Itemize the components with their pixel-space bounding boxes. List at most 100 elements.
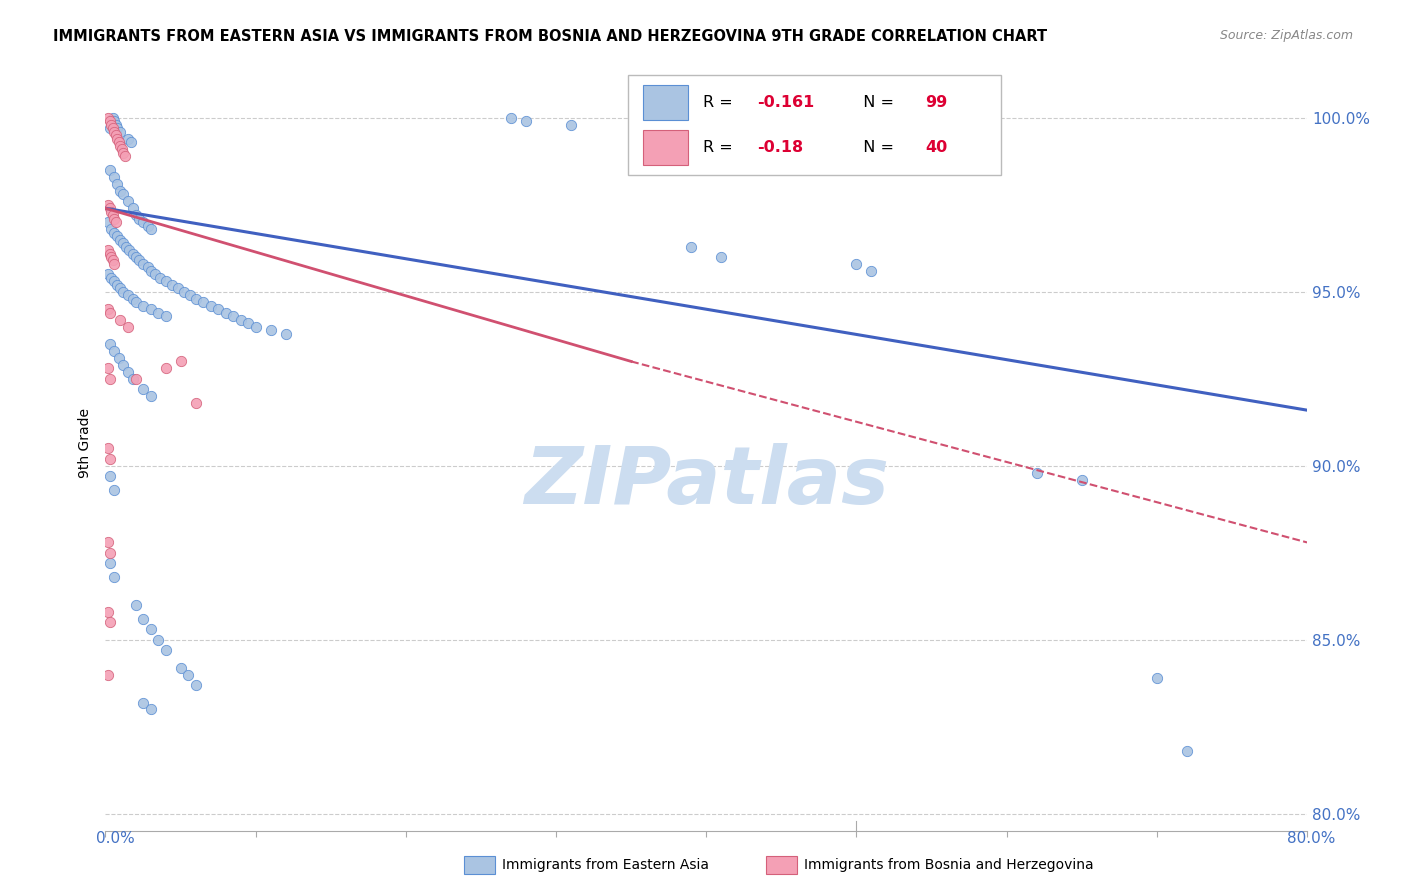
Point: [177, 667, 200, 681]
Point: [124, 372, 146, 386]
Text: R =: R =: [703, 140, 738, 154]
Point: [112, 236, 135, 251]
Point: [98, 451, 121, 466]
Point: [103, 211, 125, 226]
Point: [101, 121, 124, 136]
Point: [117, 288, 139, 302]
Point: [98, 202, 121, 216]
Point: [169, 354, 191, 368]
Point: [121, 202, 143, 216]
Point: [100, 204, 122, 219]
Text: R =: R =: [703, 95, 738, 111]
Point: [110, 184, 132, 198]
Point: [117, 319, 139, 334]
Point: [98, 306, 121, 320]
Point: [200, 299, 222, 313]
Point: [104, 128, 127, 143]
Point: [143, 268, 166, 282]
Point: [222, 309, 245, 323]
Point: [103, 125, 125, 139]
Point: [118, 243, 141, 257]
Point: [499, 111, 522, 125]
Point: [245, 319, 267, 334]
Point: [97, 111, 120, 125]
Point: [260, 323, 283, 337]
Point: [207, 302, 229, 317]
Point: [155, 361, 177, 376]
Point: [173, 285, 195, 299]
Point: [110, 312, 132, 326]
Point: [103, 343, 125, 358]
Point: [107, 177, 129, 191]
Point: [97, 198, 120, 212]
Point: [107, 131, 129, 145]
Text: -0.161: -0.161: [756, 95, 814, 111]
Point: [101, 208, 124, 222]
Point: [117, 365, 139, 379]
Point: [146, 632, 169, 647]
Text: Immigrants from Bosnia and Herzegovina: Immigrants from Bosnia and Herzegovina: [804, 858, 1094, 872]
Point: [97, 302, 120, 317]
Point: [98, 615, 121, 630]
Point: [132, 215, 155, 229]
Point: [110, 233, 132, 247]
Point: [98, 114, 121, 128]
Point: [155, 274, 177, 288]
Point: [560, 118, 582, 132]
Point: [166, 281, 188, 295]
Point: [515, 114, 537, 128]
FancyBboxPatch shape: [643, 86, 688, 120]
Point: [107, 277, 129, 292]
Point: [98, 557, 121, 571]
Point: [146, 306, 169, 320]
Point: [117, 131, 139, 145]
Point: [103, 274, 125, 288]
Point: [136, 219, 159, 233]
Point: [184, 396, 207, 410]
Point: [155, 643, 177, 657]
Point: [97, 215, 120, 229]
Point: [132, 696, 155, 710]
Point: [98, 337, 121, 351]
Point: [184, 292, 207, 306]
Text: Source: ZipAtlas.com: Source: ZipAtlas.com: [1219, 29, 1353, 42]
Point: [97, 442, 120, 456]
Point: [103, 483, 125, 498]
Point: [148, 271, 170, 285]
Point: [108, 351, 131, 365]
Point: [121, 372, 143, 386]
Point: [132, 612, 155, 626]
Point: [139, 222, 162, 236]
Point: [98, 546, 121, 560]
FancyBboxPatch shape: [628, 75, 1001, 176]
Point: [98, 246, 121, 260]
Point: [1025, 466, 1047, 480]
Point: [114, 149, 136, 163]
Point: [111, 142, 134, 156]
Point: [136, 260, 159, 275]
Point: [104, 118, 127, 132]
Point: [1146, 671, 1168, 685]
Point: [107, 121, 129, 136]
Point: [98, 372, 121, 386]
Point: [155, 309, 177, 323]
Point: [139, 264, 162, 278]
Text: ZIPatlas: ZIPatlas: [524, 443, 889, 521]
Point: [97, 667, 120, 681]
Point: [97, 535, 120, 549]
Point: [98, 163, 121, 178]
Text: 0.0%: 0.0%: [96, 831, 135, 846]
Point: [97, 605, 120, 619]
Point: [107, 229, 129, 244]
Point: [191, 295, 214, 310]
Point: [97, 243, 120, 257]
Point: [124, 250, 146, 264]
Text: 40: 40: [925, 140, 948, 154]
Text: 80.0%: 80.0%: [1288, 831, 1336, 846]
Point: [121, 292, 143, 306]
Point: [112, 358, 135, 372]
Point: [115, 239, 138, 253]
Point: [179, 288, 201, 302]
Point: [100, 222, 122, 236]
Point: [214, 306, 236, 320]
